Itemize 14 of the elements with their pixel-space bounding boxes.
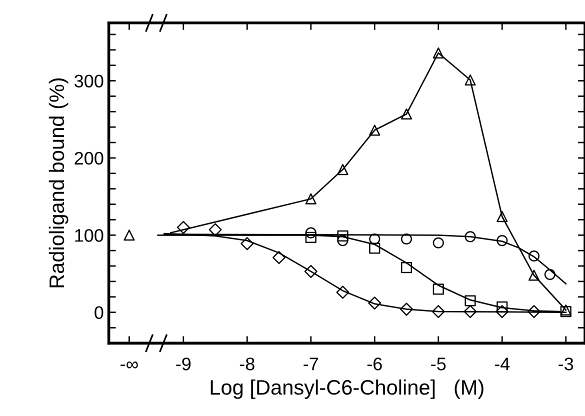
x-tick-label: -3 bbox=[558, 358, 574, 370]
x-tick-label: -5 bbox=[431, 358, 446, 370]
x-axis-title: Log [Dansyl-C6-Choline] (M) bbox=[210, 379, 484, 399]
x-tick-label: -4 bbox=[494, 358, 510, 370]
x-tick-label: -∞ bbox=[120, 362, 138, 368]
x-tick-label: -7 bbox=[304, 358, 318, 370]
x-tick-label: -6 bbox=[367, 358, 382, 370]
y-tick-label: 0 bbox=[94, 306, 104, 320]
y-tick-label: 300 bbox=[74, 74, 104, 88]
y-tick-label: 200 bbox=[74, 152, 104, 165]
y-axis-title: Radioligand bound (%) bbox=[48, 78, 68, 288]
y-tick-label: 100 bbox=[75, 229, 104, 242]
x-tick-label: -9 bbox=[176, 358, 191, 370]
x-tick-label: -8 bbox=[240, 358, 254, 370]
